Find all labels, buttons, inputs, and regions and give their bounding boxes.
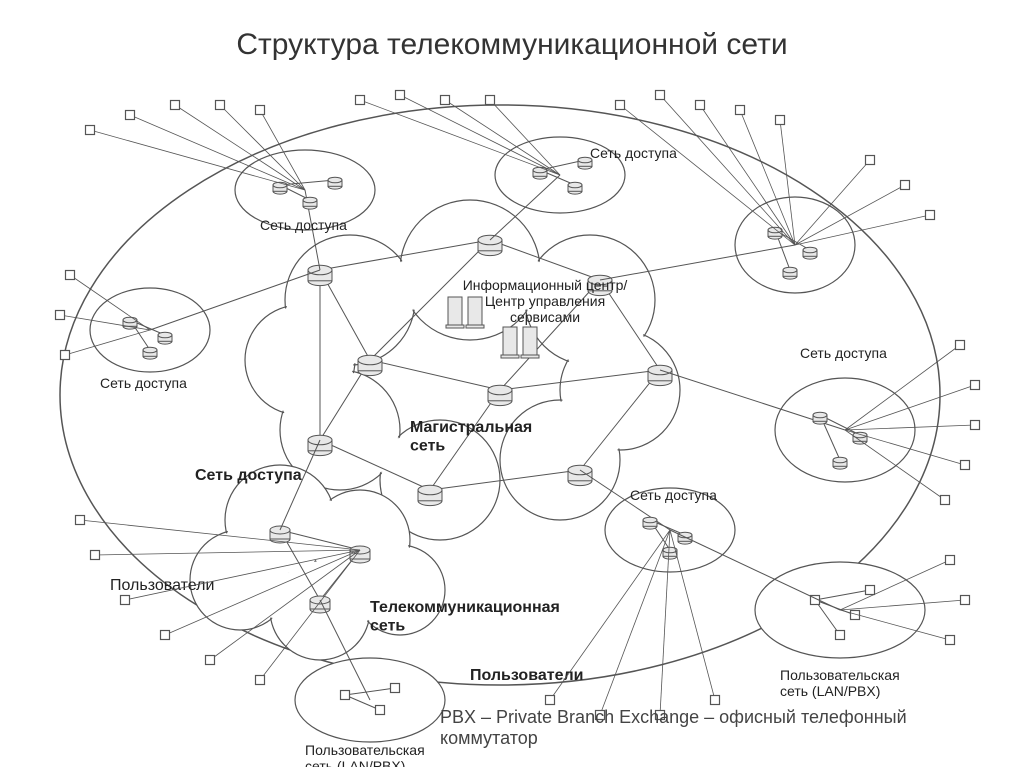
footnote-text: PBX – Private Branch Exchange – офисный … <box>440 707 960 749</box>
svg-text:Центр управления: Центр управления <box>485 293 605 309</box>
svg-text:Пользователи: Пользователи <box>470 667 583 684</box>
svg-text:сервисами: сервисами <box>510 309 580 325</box>
svg-text:сеть (LAN/PBX): сеть (LAN/PBX) <box>305 758 405 767</box>
svg-text:сеть: сеть <box>410 437 445 454</box>
svg-text:Пользователи: Пользователи <box>110 577 214 594</box>
svg-text:Телекоммуникационная: Телекоммуникационная <box>370 599 560 616</box>
svg-text:сеть (LAN/PBX): сеть (LAN/PBX) <box>780 683 880 699</box>
svg-text:Сеть доступа: Сеть доступа <box>100 375 187 391</box>
svg-text:Сеть доступа: Сеть доступа <box>590 145 677 161</box>
svg-text:сеть: сеть <box>370 617 405 634</box>
svg-text:Сеть доступа: Сеть доступа <box>630 487 717 503</box>
svg-text:Сеть доступа: Сеть доступа <box>195 467 302 484</box>
svg-text:Пользовательская: Пользовательская <box>305 742 425 758</box>
svg-text:Сеть доступа: Сеть доступа <box>800 345 887 361</box>
svg-text:Пользовательская: Пользовательская <box>780 667 900 683</box>
svg-text:Сеть доступа: Сеть доступа <box>260 217 347 233</box>
svg-text:Магистральная: Магистральная <box>410 419 532 436</box>
diagram-title: Структура телекоммуникационной сети <box>0 28 1024 62</box>
network-diagram: Информационный центр/Центр управлениясер… <box>0 0 1024 767</box>
